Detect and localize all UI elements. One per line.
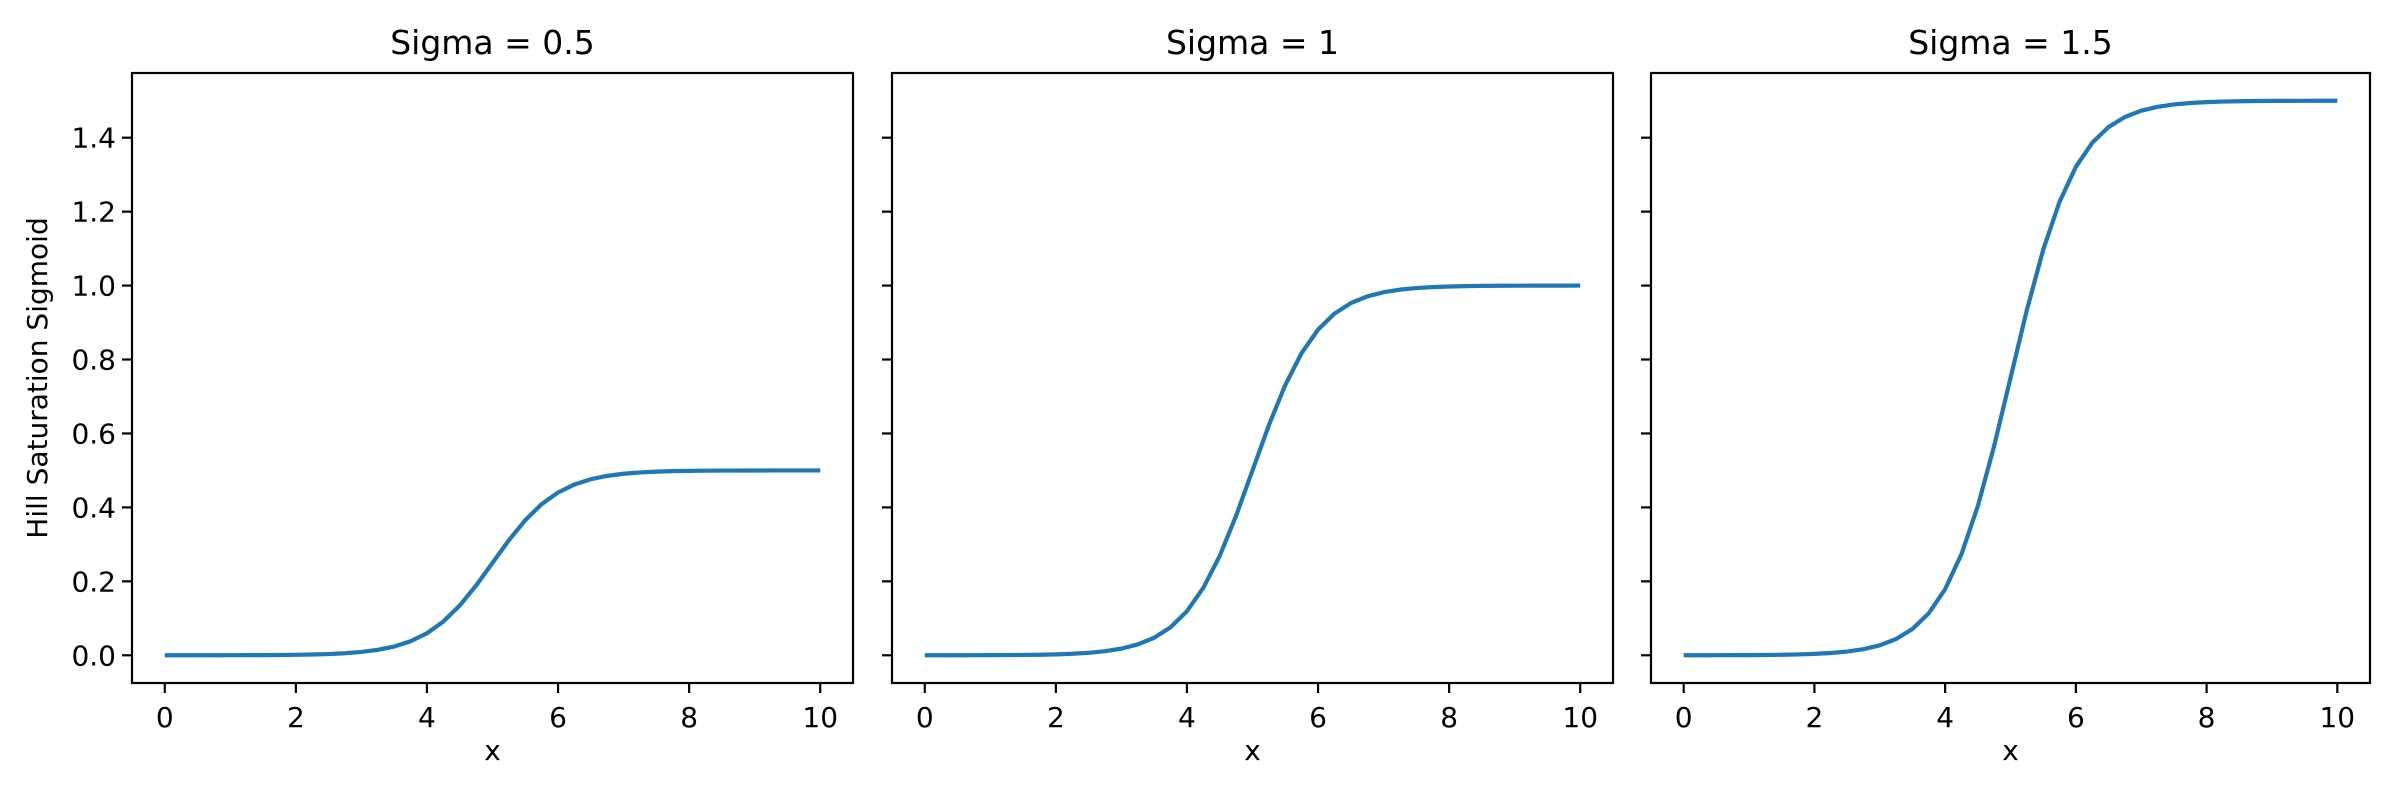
x-tick-label: 4: [1178, 701, 1196, 734]
subplot-2: 0 2 4 6 8 10: [882, 71, 1615, 734]
x-tick-label: 2: [1047, 701, 1065, 734]
subplot-1-xlabel: x: [484, 734, 501, 767]
x-tick-label: 8: [1440, 701, 1458, 734]
x-tick-label: 0: [916, 701, 934, 734]
x-tick-label: 2: [287, 701, 305, 734]
x-tick-label: 8: [680, 701, 698, 734]
x-tick-label: 6: [549, 701, 567, 734]
y-tick-label: 1.2: [71, 196, 116, 229]
x-tick-label: 8: [2198, 701, 2216, 734]
x-tick-label: 10: [802, 701, 838, 734]
x-tick-label: 2: [1805, 701, 1823, 734]
x-tick-label: 4: [1936, 701, 1954, 734]
subplot-1: 0 2 4 6 8 10 0.0 0.2 0.4 0.6 0.8 1.0 1.2 1.4: [71, 71, 855, 734]
sigmoid-curve-3: [1683, 98, 2338, 658]
x-tick-label: 6: [2067, 701, 2085, 734]
y-tick-label: 0.4: [71, 491, 116, 524]
subplot-3-title: Sigma = 1.5: [1908, 23, 2113, 62]
x-tick-label: 0: [1675, 701, 1693, 734]
y-tick-label: 1.0: [71, 270, 116, 303]
y-tick-label: 0.6: [71, 417, 116, 450]
subplot-2-title: Sigma = 1: [1165, 23, 1340, 62]
y-axis-label: Hill Saturation Sigmoid: [21, 217, 54, 539]
axes-box-3: [1649, 71, 2372, 685]
subplot-1-title: Sigma = 0.5: [390, 23, 595, 62]
x-tick-label: 10: [2319, 701, 2355, 734]
y-tick-label: 0.0: [71, 639, 116, 672]
subplot-3: 0 2 4 6 8 10: [1641, 71, 2372, 734]
y-tick-label: 0.8: [71, 344, 116, 377]
sigmoid-curve-2: [924, 283, 1581, 658]
x-tick-label: 6: [1309, 701, 1327, 734]
subplot-3-xlabel: x: [2002, 734, 2019, 767]
sigmoid-curve-1: [164, 468, 821, 658]
x-tick-label: 0: [156, 701, 174, 734]
x-tick-label: 10: [1562, 701, 1598, 734]
y-tick-label: 1.4: [71, 122, 116, 155]
subplot-2-xlabel: x: [1244, 734, 1261, 767]
axes-box-1: [130, 71, 855, 685]
y-tick-label: 0.2: [71, 565, 116, 598]
axes-box-2: [890, 71, 1615, 685]
x-tick-label: 4: [418, 701, 436, 734]
